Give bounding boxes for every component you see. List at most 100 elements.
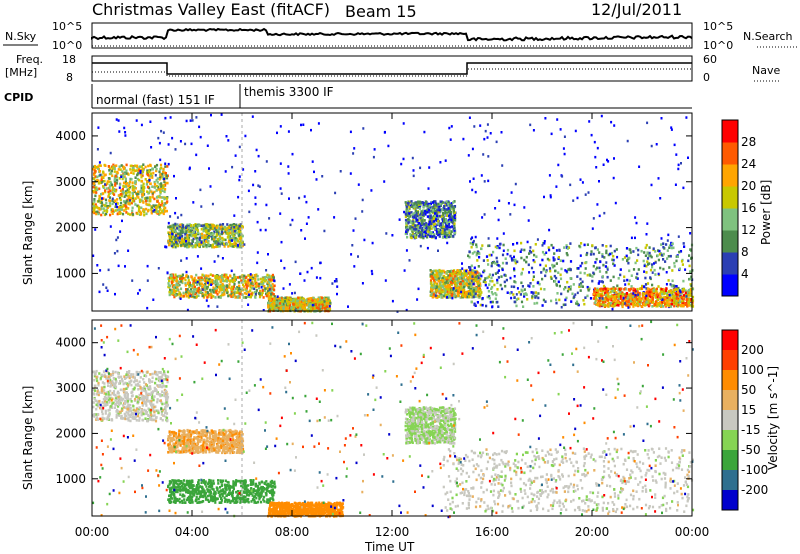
data-cell — [222, 279, 225, 283]
data-cell — [167, 239, 170, 243]
data-cell — [601, 253, 604, 256]
data-cell — [110, 210, 113, 213]
data-cell — [465, 278, 468, 282]
data-cell — [452, 201, 455, 204]
data-cell — [634, 304, 637, 307]
data-cell — [206, 296, 209, 299]
data-cell — [448, 229, 451, 232]
data-cell — [617, 277, 620, 280]
data-cell — [484, 281, 487, 284]
data-cell — [205, 287, 208, 290]
data-cell — [456, 286, 460, 290]
data-cell — [219, 243, 222, 246]
data-cell — [111, 174, 114, 178]
data-cell — [550, 299, 553, 303]
data-cell — [581, 261, 584, 265]
data-cell — [218, 275, 221, 279]
data-cell — [97, 206, 100, 210]
data-cell — [645, 243, 648, 247]
data-cell — [454, 216, 457, 220]
data-cell — [200, 290, 203, 294]
data-cell — [201, 236, 204, 239]
data-cell — [294, 307, 298, 310]
nave-label: Nave — [752, 64, 780, 77]
data-cell — [423, 228, 426, 232]
data-cell — [212, 290, 215, 294]
data-cell — [134, 164, 137, 168]
data-cell — [163, 197, 166, 201]
data-cell — [156, 177, 159, 180]
data-cell — [198, 236, 202, 240]
data-cell — [636, 290, 639, 294]
data-cell — [662, 292, 665, 296]
data-cell — [111, 166, 114, 170]
data-cell — [249, 286, 252, 289]
data-cell — [664, 298, 668, 301]
data-cell — [246, 284, 249, 288]
data-cell — [204, 226, 207, 230]
data-cell — [196, 283, 199, 286]
data-cell — [201, 285, 204, 289]
data-cell — [111, 208, 114, 211]
data-cell — [675, 285, 678, 288]
data-cell — [413, 227, 416, 231]
data-cell — [176, 275, 179, 279]
data-cell — [161, 196, 164, 199]
data-cell — [188, 281, 191, 285]
data-cell — [189, 229, 192, 233]
data-cell — [193, 276, 196, 280]
data-cell — [193, 285, 196, 289]
data-cell — [562, 303, 565, 307]
data-cell — [174, 230, 178, 233]
data-cell — [600, 280, 603, 283]
data-cell — [404, 232, 407, 236]
data-cell — [254, 277, 257, 280]
data-cell — [312, 296, 315, 300]
data-cell — [623, 275, 626, 279]
data-cell — [580, 282, 583, 285]
data-cell — [142, 182, 145, 186]
data-cell — [435, 206, 438, 210]
data-cell — [172, 244, 175, 248]
data-cell — [441, 208, 444, 212]
data-cell — [455, 277, 458, 280]
data-cell — [116, 171, 119, 175]
data-cell — [579, 264, 582, 268]
data-cell — [93, 204, 96, 208]
data-cell — [119, 198, 122, 202]
data-cell — [442, 275, 445, 278]
data-cell — [621, 291, 624, 295]
data-cell — [660, 253, 663, 257]
data-cell — [438, 272, 441, 276]
data-cell — [174, 245, 177, 249]
data-cell — [227, 294, 230, 298]
data-cell — [131, 196, 134, 200]
data-cell — [96, 188, 99, 191]
data-cell — [170, 244, 174, 248]
data-cell — [691, 305, 695, 308]
data-cell — [100, 192, 103, 196]
data-cell — [452, 235, 455, 238]
data-cell — [145, 199, 148, 203]
data-cell — [238, 240, 241, 244]
data-cell — [245, 289, 248, 293]
data-cell — [628, 305, 631, 309]
data-cell — [229, 275, 232, 278]
data-cell — [450, 207, 453, 210]
data-cell — [436, 296, 439, 299]
data-cell — [442, 213, 445, 217]
data-cell — [576, 302, 579, 306]
data-cell — [171, 281, 174, 285]
data-cell — [676, 255, 679, 258]
data-cell — [434, 225, 437, 229]
data-cell — [215, 285, 219, 289]
data-cell — [195, 237, 198, 240]
data-cell — [504, 274, 507, 277]
data-cell — [671, 293, 674, 296]
data-cell — [199, 243, 202, 246]
data-cell — [188, 233, 191, 237]
data-cell — [151, 176, 154, 179]
data-cell — [237, 284, 241, 288]
data-cell — [567, 246, 571, 249]
data-cell — [610, 304, 613, 307]
